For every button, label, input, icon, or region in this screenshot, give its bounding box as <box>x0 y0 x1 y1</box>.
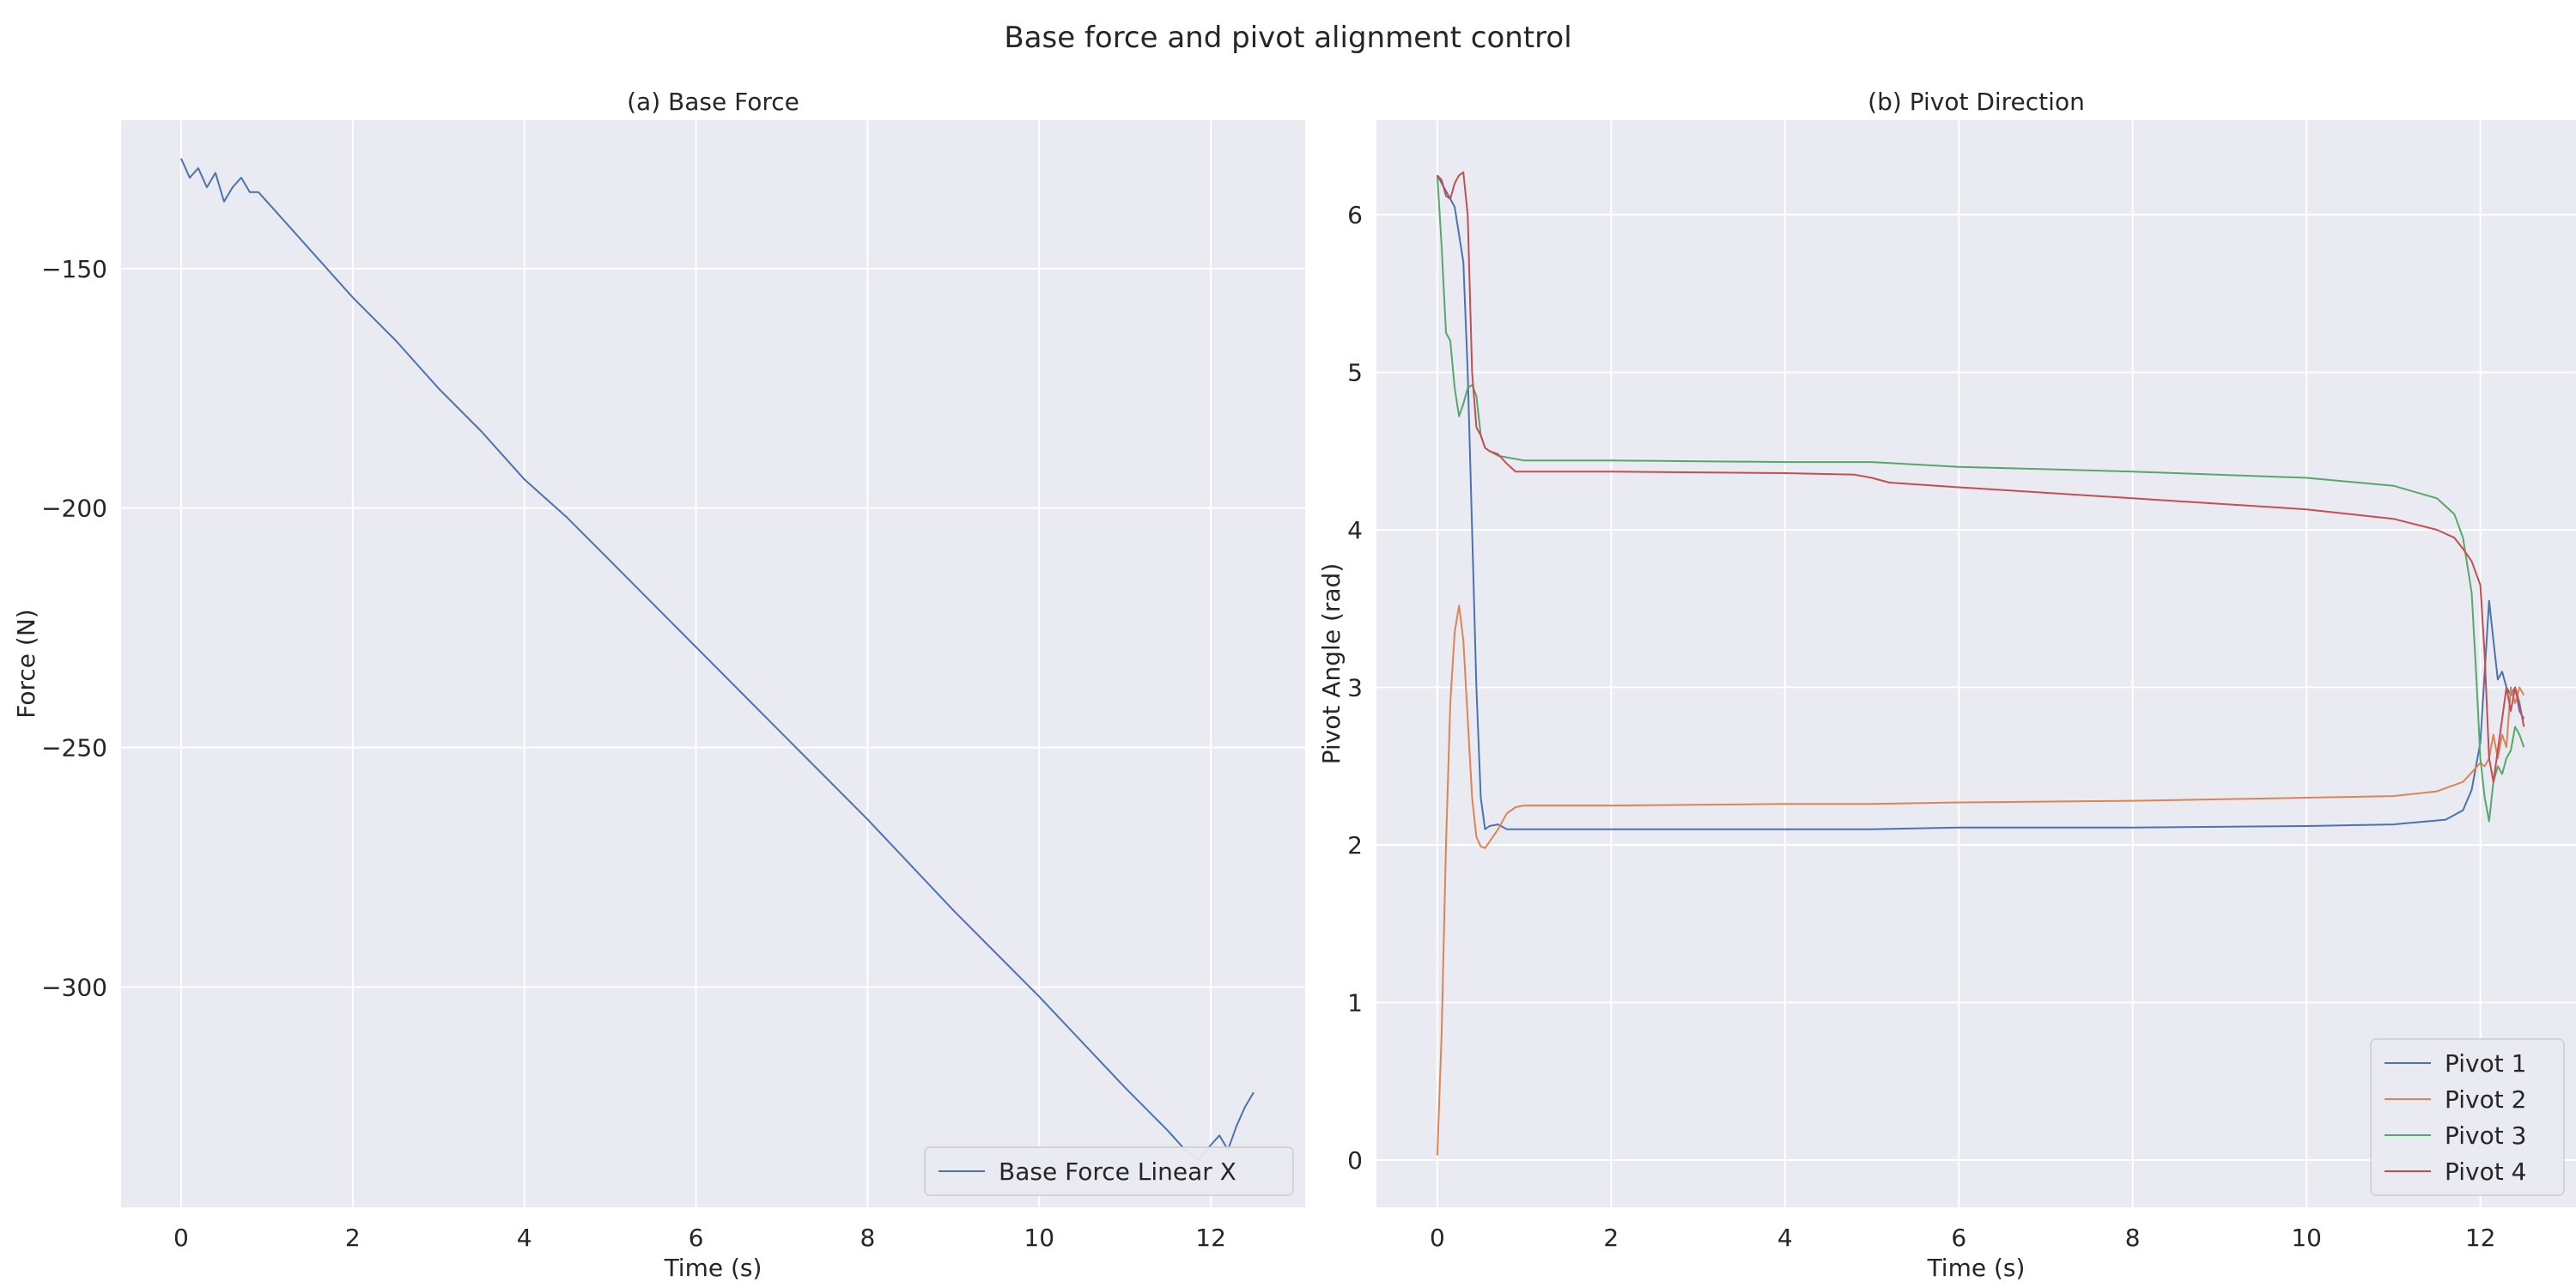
panel-1-x-axis-label: Time (s) <box>664 1254 762 1282</box>
panel-1-y-axis-label: Force (N) <box>12 609 40 718</box>
panel-2-y-tick-label: 1 <box>1347 988 1363 1017</box>
panel-1-y-tick-label: −250 <box>41 734 107 762</box>
panel-2-x-tick-label: 10 <box>2291 1224 2322 1252</box>
panel-2-y-axis-label: Pivot Angle (rad) <box>1317 563 1346 765</box>
panel-1-legend-box <box>924 1146 1294 1196</box>
panel-2-legend-label: Pivot 4 <box>2445 1157 2526 1186</box>
panel-2-x-tick-label: 8 <box>2125 1224 2141 1252</box>
panel-2-series-line-3 <box>1436 175 2525 823</box>
panel-2-y-tick-label: 5 <box>1347 359 1363 387</box>
panel-2-y-tick-label: 4 <box>1347 516 1363 544</box>
panel-2-series-line-1 <box>1437 174 2525 830</box>
panel-1-title: (a) Base Force <box>627 88 799 116</box>
panel-2-x-tick-label: 2 <box>1603 1224 1619 1252</box>
panel-1-x-tick-label: 8 <box>860 1224 875 1252</box>
panel-2-x-tick-label: 0 <box>1430 1224 1445 1252</box>
panel-1-x-tick-label: 4 <box>517 1224 532 1252</box>
figure-title: Base force and pivot alignment control <box>1004 21 1571 55</box>
panel-2-series-line-4 <box>1437 171 2525 783</box>
panel-2-legend-label: Pivot 2 <box>2445 1085 2526 1114</box>
panel-1-legend-label: Base Force Linear X <box>999 1157 1236 1186</box>
panel-1-x-tick-label: 0 <box>173 1224 189 1252</box>
panel-2-x-tick-label: 4 <box>1777 1224 1793 1252</box>
panel-2-y-tick-label: 3 <box>1347 674 1363 702</box>
panel-2-y-tick-label: 6 <box>1347 201 1363 229</box>
panel-1-x-tick-label: 6 <box>689 1224 704 1252</box>
panel-2-x-axis-label: Time (s) <box>1927 1254 2026 1282</box>
panel-2-plot-area <box>1376 120 2576 1207</box>
panel-2-x-tick-label: 12 <box>2465 1224 2496 1252</box>
panel-2-legend-label: Pivot 1 <box>2445 1049 2526 1078</box>
panel-1: 0 2 4 6 8 10 12 −150 −200 −250 −300 (a) Base Force T… <box>12 88 1305 1282</box>
panel-1-x-tick-label: 12 <box>1195 1224 1226 1252</box>
panel-2-title: (b) Pivot Direction <box>1868 88 2085 116</box>
panel-2-legend-label: Pivot 3 <box>2445 1121 2526 1150</box>
panel-1-x-tick-label: 10 <box>1024 1224 1054 1252</box>
panel-2-y-tick-label: 2 <box>1347 831 1363 860</box>
panel-1-y-tick-label: −150 <box>41 255 107 283</box>
panel-1-y-tick-label: −300 <box>41 973 107 1001</box>
panel-2-x-tick-label: 6 <box>1951 1224 1966 1252</box>
panel-2-y-tick-label: 0 <box>1347 1146 1363 1175</box>
panel-1-x-tick-label: 2 <box>345 1224 361 1252</box>
panel-1-y-tick-label: −200 <box>41 495 107 523</box>
panel-2-legend-box <box>2370 1038 2565 1196</box>
